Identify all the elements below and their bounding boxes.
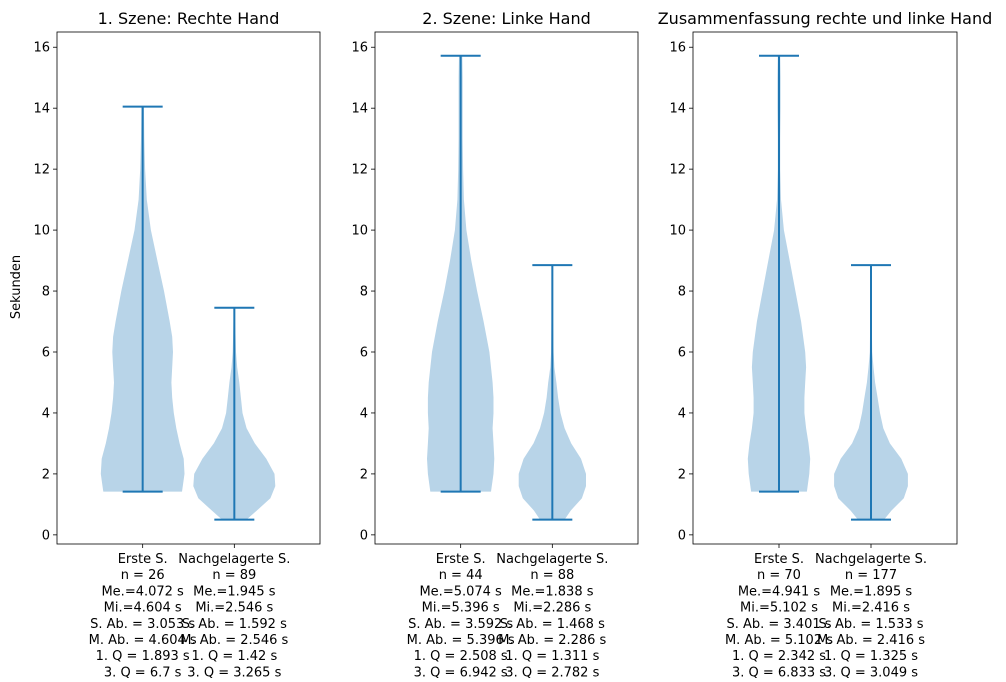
panel-title: 2. Szene: Linke Hand bbox=[422, 9, 590, 28]
x-tick-label-line: Mi.=2.416 s bbox=[832, 601, 910, 616]
x-tick-label-line: S. Ab. = 3.592 s bbox=[408, 617, 513, 632]
x-tick-label-line: Me.=4.072 s bbox=[101, 584, 184, 599]
x-tick-label-line: Mi.=2.286 s bbox=[513, 601, 591, 616]
x-tick-label-line: 3. Q = 2.782 s bbox=[505, 665, 599, 680]
x-tick-label-line: M. Ab. = 4.604 s bbox=[89, 633, 197, 648]
y-tick-label: 16 bbox=[351, 41, 368, 56]
x-tick-label-line: 3. Q = 6.7 s bbox=[104, 665, 182, 680]
x-tick-label: Erste S. n = 26 Me.=4.072 s Mi.=4.604 s S. A… bbox=[89, 552, 197, 680]
x-tick-label-line: Mi.=5.102 s bbox=[740, 601, 818, 616]
y-tick-label: 2 bbox=[678, 467, 686, 482]
y-tick-label: 0 bbox=[42, 528, 50, 543]
y-tick-label: 4 bbox=[42, 406, 50, 421]
x-tick-label: Nachgelagerte S. n = 89 Me.=1.945 s Mi.=2.5… bbox=[178, 552, 290, 680]
x-tick-label-line: Mi.=4.604 s bbox=[104, 601, 182, 616]
x-tick-label-line: S. Ab. = 1.533 s bbox=[818, 617, 923, 632]
x-tick-label-line: 3. Q = 3.265 s bbox=[187, 665, 281, 680]
x-tick-label-line: Erste S. bbox=[436, 552, 486, 567]
y-tick-label: 6 bbox=[42, 346, 50, 361]
panel-title: 1. Szene: Rechte Hand bbox=[98, 9, 280, 28]
panel-title: Zusammenfassung rechte und linke Hand bbox=[658, 9, 993, 28]
x-tick-label-line: n = 44 bbox=[439, 568, 483, 583]
x-tick-label-line: M. Ab. = 5.102 s bbox=[725, 633, 833, 648]
x-tick-label-line: 1. Q = 1.311 s bbox=[505, 649, 599, 664]
plot-frame bbox=[56, 31, 321, 545]
y-tick-label: 6 bbox=[360, 346, 368, 361]
y-tick-label: 10 bbox=[351, 224, 368, 239]
chart-panel-1: 1. Szene: Rechte Hand 0 2 4 6 8 10 12 14 16 Erste … bbox=[33, 9, 321, 680]
x-tick-label-line: Me.=4.941 s bbox=[738, 584, 821, 599]
x-tick-label-line: 1. Q = 1.325 s bbox=[824, 649, 918, 664]
y-tick-label: 4 bbox=[678, 406, 686, 421]
x-tick-label: Nachgelagerte S. n = 88 Me.=1.838 s Mi.=2.2… bbox=[496, 552, 608, 680]
y-tick-label: 6 bbox=[678, 346, 686, 361]
x-tick-label-line: M. Ab. = 2.286 s bbox=[498, 633, 606, 648]
x-tick-label-line: Nachgelagerte S. bbox=[496, 552, 608, 567]
x-tick-label-line: Erste S. bbox=[754, 552, 804, 567]
x-tick-label-line: S. Ab. = 3.053 s bbox=[90, 617, 195, 632]
x-tick-label-line: n = 26 bbox=[121, 568, 165, 583]
y-tick-label: 14 bbox=[351, 102, 368, 117]
y-tick-label: 10 bbox=[669, 224, 686, 239]
x-tick-label-line: M. Ab. = 2.416 s bbox=[817, 633, 925, 648]
x-tick-label-line: 1. Q = 2.508 s bbox=[414, 649, 508, 664]
x-tick-label-line: Nachgelagerte S. bbox=[178, 552, 290, 567]
x-tick-label-line: 3. Q = 6.833 s bbox=[732, 665, 826, 680]
x-tick-label: Erste S. n = 44 Me.=5.074 s Mi.=5.396 s S. A… bbox=[407, 552, 515, 680]
x-tick-label-line: 3. Q = 3.049 s bbox=[824, 665, 918, 680]
plot-frame bbox=[692, 31, 958, 545]
x-tick-label-line: S. Ab. = 1.468 s bbox=[500, 617, 605, 632]
x-tick-label-line: 1. Q = 2.342 s bbox=[732, 649, 826, 664]
x-tick-label-line: 1. Q = 1.42 s bbox=[191, 649, 277, 664]
x-tick-label-line: Nachgelagerte S. bbox=[815, 552, 927, 567]
y-tick-label: 2 bbox=[42, 467, 50, 482]
y-tick-label: 16 bbox=[669, 41, 686, 56]
x-tick-label-line: 1. Q = 1.893 s bbox=[96, 649, 190, 664]
x-tick-label-line: Erste S. bbox=[118, 552, 168, 567]
y-tick-label: 14 bbox=[33, 102, 50, 117]
y-tick-label: 14 bbox=[669, 102, 686, 117]
y-tick-label: 8 bbox=[42, 285, 50, 300]
y-tick-label: 2 bbox=[360, 467, 368, 482]
x-tick-label: Nachgelagerte S. n = 177 Me.=1.895 s Mi.=2.… bbox=[815, 552, 927, 680]
x-tick-label-line: M. Ab. = 2.546 s bbox=[180, 633, 288, 648]
x-tick-label-line: S. Ab. = 1.592 s bbox=[182, 617, 287, 632]
x-tick-label-line: Mi.=2.546 s bbox=[195, 601, 273, 616]
y-tick-label: 12 bbox=[351, 163, 368, 178]
x-tick-label: Erste S. n = 70 Me.=4.941 s Mi.=5.102 s S. A… bbox=[725, 552, 833, 680]
x-tick-label-line: n = 89 bbox=[212, 568, 256, 583]
y-axis-label: Sekunden bbox=[9, 255, 24, 319]
chart-panel-3: Zusammenfassung rechte und linke Hand 0 2 4… bbox=[658, 9, 993, 680]
y-tick-label: 12 bbox=[33, 163, 50, 178]
x-tick-label-line: 3. Q = 6.942 s bbox=[414, 665, 508, 680]
x-tick-label-line: S. Ab. = 3.401 s bbox=[726, 617, 831, 632]
y-tick-label: 0 bbox=[678, 528, 686, 543]
y-tick-label: 8 bbox=[678, 285, 686, 300]
x-tick-label-line: Me.=1.895 s bbox=[830, 584, 913, 599]
chart-panel-2: 2. Szene: Linke Hand 0 2 4 6 8 10 12 14 16 Erste S… bbox=[351, 9, 639, 680]
y-tick-label: 4 bbox=[360, 406, 368, 421]
x-tick-label-line: Me.=1.838 s bbox=[511, 584, 594, 599]
y-tick-label: 16 bbox=[33, 41, 50, 56]
y-tick-label: 12 bbox=[669, 163, 686, 178]
y-tick-label: 8 bbox=[360, 285, 368, 300]
x-tick-label-line: Me.=1.945 s bbox=[193, 584, 276, 599]
x-tick-label-line: n = 177 bbox=[845, 568, 897, 583]
x-tick-label-line: n = 88 bbox=[530, 568, 574, 583]
plot-frame bbox=[374, 31, 639, 545]
x-tick-label-line: Me.=5.074 s bbox=[419, 584, 502, 599]
x-tick-label-line: Mi.=5.396 s bbox=[422, 601, 500, 616]
y-tick-label: 10 bbox=[33, 224, 50, 239]
y-tick-label: 0 bbox=[360, 528, 368, 543]
x-tick-label-line: M. Ab. = 5.396 s bbox=[407, 633, 515, 648]
x-tick-label-line: n = 70 bbox=[757, 568, 801, 583]
